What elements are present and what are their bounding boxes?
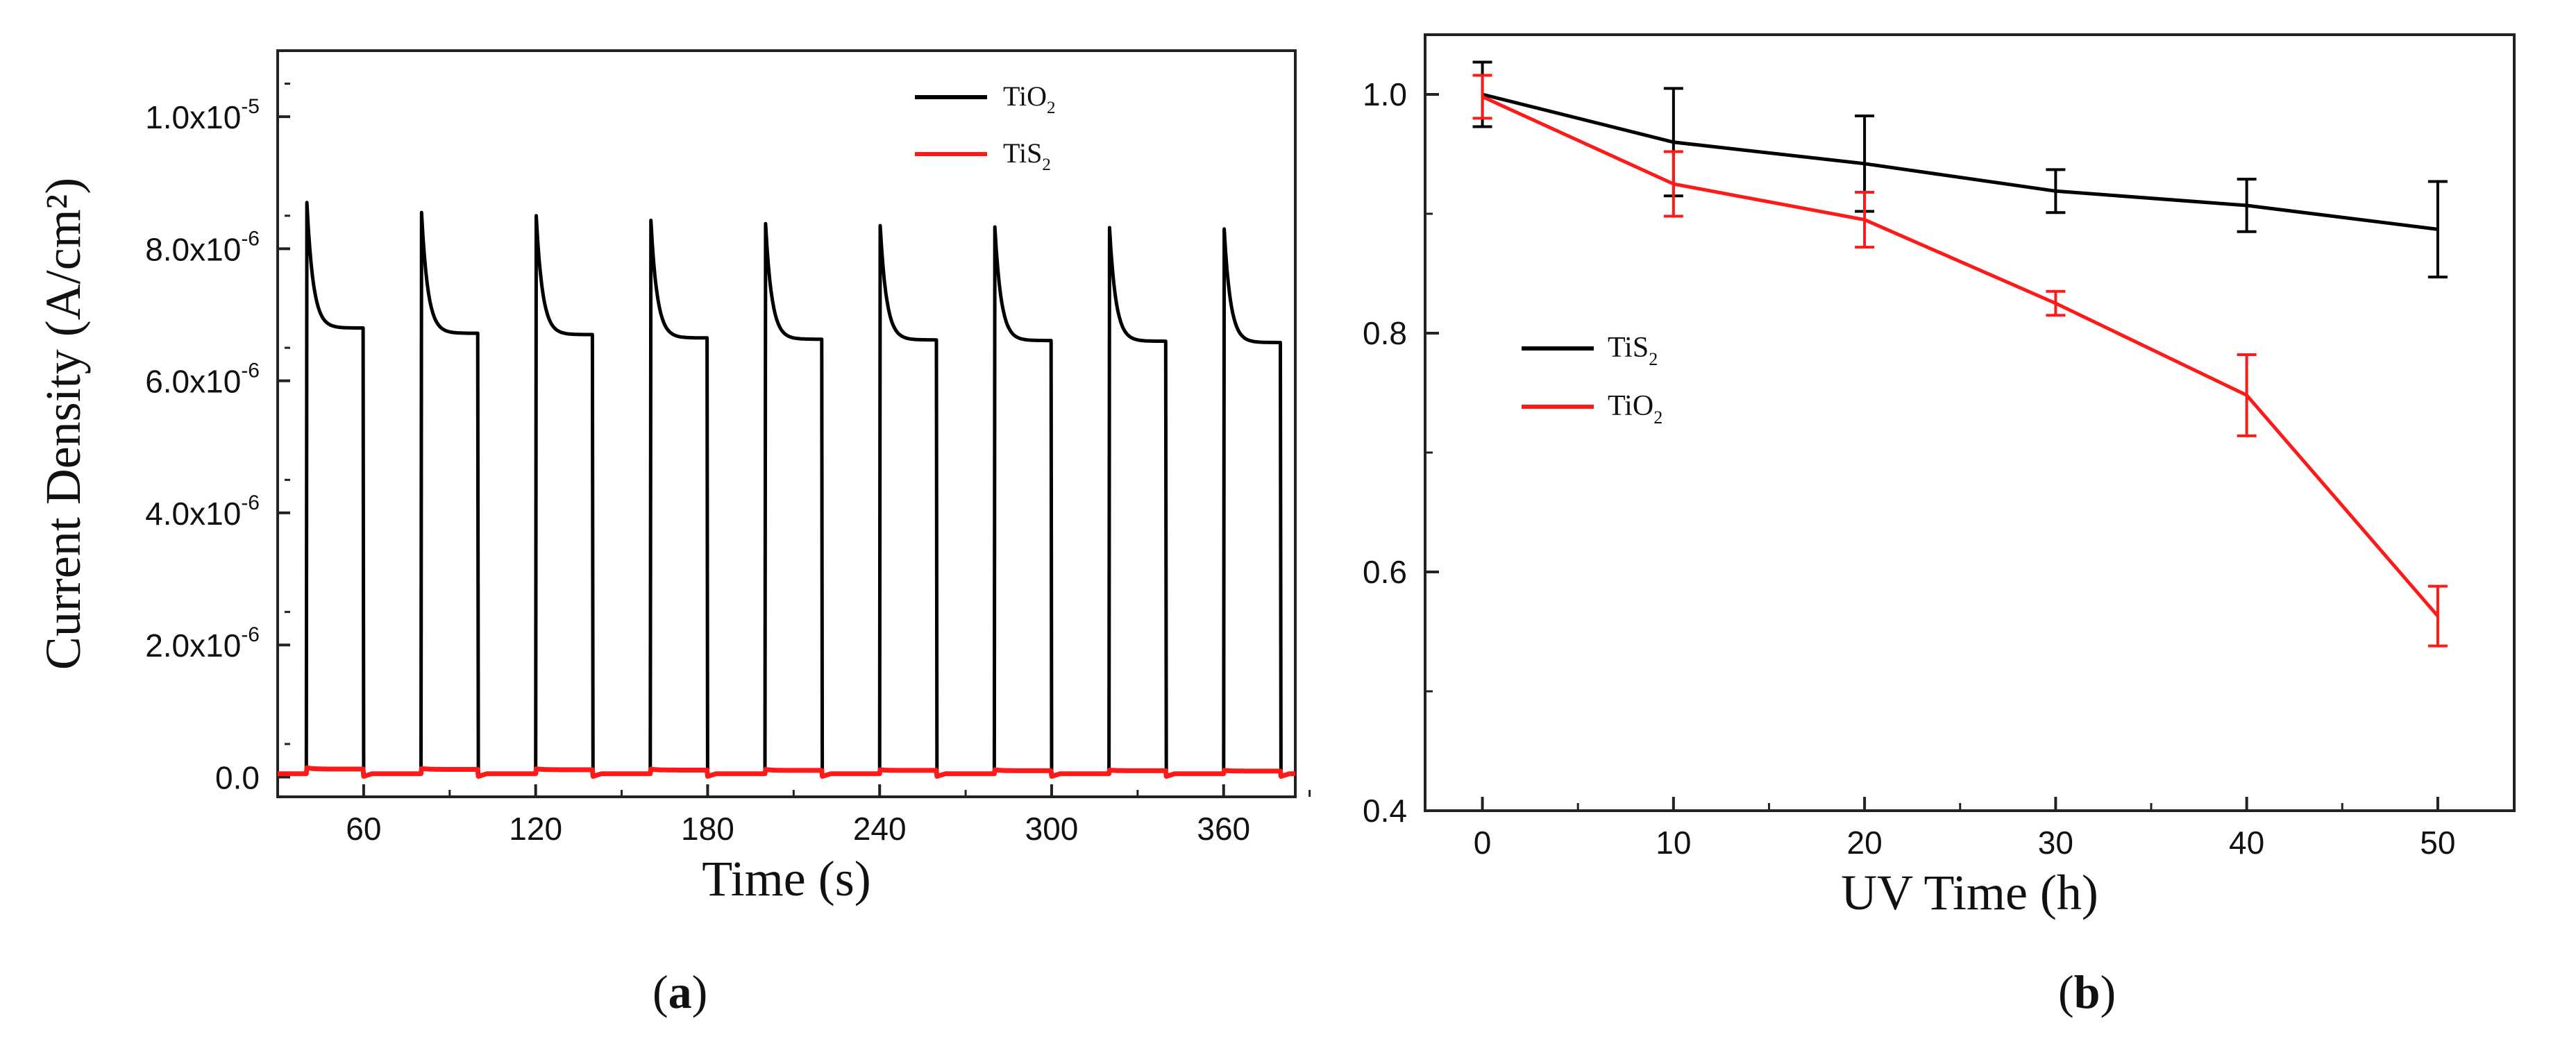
panel-b-label: (b) bbox=[2058, 965, 2116, 1018]
b-series-tis2-errorbar bbox=[2237, 178, 2257, 233]
a-xtick-label: 120 bbox=[509, 811, 562, 847]
a-ytick-label: 2.0x10-6 bbox=[145, 623, 260, 664]
b-plot-frame bbox=[1424, 33, 2516, 812]
b-series-tio2-errorbar bbox=[2237, 353, 2257, 437]
a-xtick-label: 360 bbox=[1197, 811, 1250, 847]
b-ytick-label: 0.6 bbox=[1363, 554, 1407, 590]
panel-a-letter: a bbox=[668, 965, 692, 1018]
b-ytick-label: 0.4 bbox=[1363, 793, 1407, 829]
a-legend-label-sub: 2 bbox=[1042, 155, 1051, 174]
b-xtick-label: 20 bbox=[1847, 825, 1883, 861]
b-xtick-label: 50 bbox=[2420, 825, 2455, 861]
a-legend-label-sub: 2 bbox=[1047, 99, 1056, 117]
a-legend-label-base: TiO bbox=[1003, 81, 1047, 112]
a-ytick-label-exp: -5 bbox=[241, 95, 260, 118]
a-ytick-label-base: 4.0x10 bbox=[145, 496, 241, 532]
b-xtick-label: 40 bbox=[2229, 825, 2264, 861]
chart-a: 0.02.0x10-64.0x10-66.0x10-68.0x10-61.0x1… bbox=[35, 49, 1311, 906]
b-series-tis2-errorbar bbox=[2427, 180, 2448, 279]
b-series-tio2-errorbar bbox=[1472, 74, 1492, 120]
a-ytick-label: 8.0x10-6 bbox=[145, 227, 260, 267]
b-ytick-label: 0.8 bbox=[1363, 315, 1407, 351]
b-legend-label-base: TiS bbox=[1608, 332, 1649, 364]
a-ytick-label-exp: -6 bbox=[241, 360, 260, 382]
b-ytick-label: 1.0 bbox=[1363, 76, 1407, 112]
panel-a: 0.0 2.0x10-6 4.0x10-6 6.0x10-6 8.0x10-6 1.0x1… bbox=[35, 49, 1311, 1018]
a-xtick-label: 60 bbox=[346, 811, 381, 847]
b-series-tis2-line bbox=[1481, 92, 2439, 231]
a-ytick-label: 1.0x10-5 bbox=[145, 95, 260, 135]
a-ytick-label: 6.0x10-6 bbox=[145, 360, 260, 400]
panel-a-label: (a) bbox=[653, 965, 708, 1018]
b-legend-label-sub: 2 bbox=[1649, 349, 1658, 369]
b-series-tio2-errorbar bbox=[1855, 191, 1875, 249]
b-series-tio2-errorbar bbox=[2427, 584, 2448, 648]
a-xaxis-title: Time (s) bbox=[702, 851, 870, 906]
a-plot-frame bbox=[276, 49, 1297, 798]
a-ytick-label-base: 6.0x10 bbox=[145, 364, 241, 400]
a-yaxis-title: Current Density (A/cm²) bbox=[35, 178, 91, 670]
b-legend-label: TiO2 bbox=[1608, 390, 1662, 428]
a-ytick-label-base: 0.0 bbox=[215, 759, 260, 795]
a-ytick-label: 4.0x10-6 bbox=[145, 491, 260, 532]
b-legend-label-sub: 2 bbox=[1653, 407, 1662, 428]
a-ytick-label-base: 8.0x10 bbox=[145, 231, 241, 267]
b-xaxis-title: UV Time (h) bbox=[1841, 865, 2098, 920]
b-xtick-label: 30 bbox=[2038, 825, 2073, 861]
b-series-tis2-errorbar bbox=[2046, 168, 2066, 214]
b-series-tio2-errorbar bbox=[1663, 150, 1683, 218]
a-ytick-label-exp: -6 bbox=[241, 227, 260, 250]
a-ytick-label-base: 1.0x10 bbox=[145, 99, 241, 135]
a-legend-label: TiS2 bbox=[1003, 137, 1051, 174]
b-xtick-label: 0 bbox=[1474, 825, 1492, 861]
a-ytick-label-exp: -6 bbox=[241, 623, 260, 646]
b-legend-label-base: TiO bbox=[1608, 390, 1653, 422]
a-series-tio2-line bbox=[278, 201, 1295, 778]
b-series-tio2-errorbar bbox=[2046, 289, 2066, 317]
a-ytick-label-exp: -6 bbox=[241, 491, 260, 514]
a-xtick-label: 180 bbox=[681, 811, 734, 847]
a-legend-label: TiO2 bbox=[1003, 81, 1056, 117]
a-legend-label-base: TiS bbox=[1003, 137, 1042, 169]
a-ytick-label-base: 2.0x10 bbox=[145, 627, 241, 664]
panel-b-letter: b bbox=[2073, 965, 2101, 1018]
b-series-tio2-line bbox=[1481, 95, 2439, 618]
b-legend-label: TiS2 bbox=[1608, 332, 1658, 369]
b-xtick-label: 10 bbox=[1656, 825, 1691, 861]
a-series-tis2-line bbox=[278, 765, 1295, 779]
a-xtick-label: 240 bbox=[853, 811, 907, 847]
a-xtick-label: 300 bbox=[1025, 811, 1079, 847]
a-ytick-label: 0.0 bbox=[215, 759, 260, 795]
